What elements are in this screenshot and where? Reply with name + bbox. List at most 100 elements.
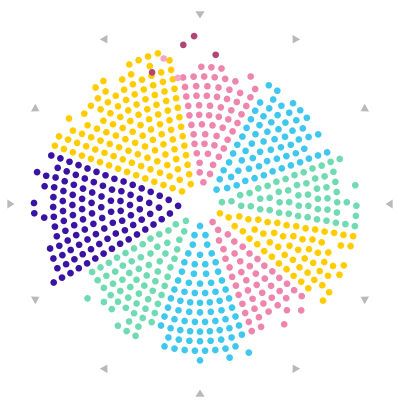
data-dot <box>163 239 171 247</box>
data-dot <box>131 91 139 98</box>
data-dot <box>207 337 214 345</box>
data-dot <box>117 207 125 215</box>
data-dot <box>274 243 282 251</box>
data-dot <box>174 165 182 173</box>
data-dot <box>125 318 133 325</box>
data-dot <box>309 165 316 172</box>
data-dot <box>196 337 204 345</box>
data-dot <box>212 288 219 296</box>
data-dot <box>217 336 225 343</box>
data-dot <box>332 178 339 186</box>
data-dot <box>292 116 300 124</box>
data-dot <box>207 279 215 287</box>
data-dot <box>254 216 262 223</box>
data-dot <box>90 220 97 228</box>
data-dot <box>78 205 86 213</box>
data-dot <box>247 202 255 210</box>
data-dot <box>150 178 158 186</box>
data-dot <box>216 297 223 305</box>
data-dot <box>238 157 246 164</box>
data-dot <box>283 306 291 314</box>
data-dot <box>249 295 256 303</box>
data-dot <box>125 269 133 277</box>
data-dot <box>186 337 193 345</box>
data-dot <box>300 145 308 153</box>
data-dot <box>236 191 244 199</box>
data-dot <box>218 65 225 72</box>
data-dot <box>129 181 137 189</box>
data-dot <box>124 107 132 114</box>
data-dot <box>173 246 181 253</box>
marker-triangle-icon <box>30 296 40 305</box>
accent-dot <box>148 69 156 76</box>
data-dot <box>166 172 173 180</box>
data-dot <box>204 82 211 90</box>
data-dot <box>323 183 330 191</box>
data-dot <box>57 155 64 162</box>
data-dot <box>201 130 209 138</box>
data-dot <box>69 201 76 209</box>
data-dot <box>222 286 229 293</box>
data-dot <box>206 298 214 306</box>
data-dot <box>50 279 58 286</box>
data-dot <box>161 343 168 350</box>
data-dot <box>87 133 95 141</box>
data-dot <box>50 255 57 262</box>
data-dot <box>109 219 117 227</box>
data-dot <box>69 191 77 199</box>
data-dot <box>91 255 99 262</box>
data-dot <box>276 287 284 295</box>
data-dot <box>244 287 252 294</box>
data-dot <box>137 253 145 261</box>
data-dot <box>144 154 151 162</box>
data-dot <box>296 106 304 114</box>
data-dot <box>147 166 154 173</box>
data-dot <box>295 202 303 210</box>
data-dot <box>295 136 303 143</box>
data-dot <box>191 140 198 148</box>
data-dot <box>333 209 341 216</box>
data-dot <box>81 226 89 233</box>
data-dot <box>291 171 298 179</box>
data-dot <box>228 197 235 205</box>
data-dot <box>195 101 203 109</box>
data-dot <box>42 172 50 180</box>
data-dot <box>101 149 108 157</box>
data-dot <box>336 271 343 279</box>
data-dot <box>340 231 347 239</box>
data-dot <box>281 133 289 141</box>
data-dot <box>157 69 165 76</box>
data-dot <box>154 268 162 275</box>
marker-triangle-icon <box>360 296 370 305</box>
data-dot <box>252 130 259 138</box>
data-dot <box>127 211 135 219</box>
data-dot <box>111 268 119 275</box>
data-dot <box>222 315 229 323</box>
data-dot <box>311 226 319 233</box>
data-dot <box>126 283 134 291</box>
data-dot <box>245 165 253 173</box>
accent-dot <box>212 51 220 59</box>
data-dot <box>195 111 203 119</box>
data-dot <box>60 187 67 195</box>
data-dot <box>154 111 162 118</box>
data-dot <box>156 169 164 177</box>
data-dot <box>206 327 214 335</box>
data-dot <box>294 246 302 254</box>
data-dot <box>290 286 298 294</box>
data-dot <box>182 93 190 100</box>
data-dot <box>193 149 201 157</box>
data-dot <box>142 305 149 313</box>
data-dot <box>181 288 188 296</box>
data-dot <box>283 265 290 273</box>
data-dot <box>273 219 281 227</box>
data-dot <box>203 92 211 100</box>
data-dot <box>323 217 330 225</box>
data-dot <box>151 309 159 317</box>
data-dot <box>219 124 227 132</box>
data-dot <box>224 116 232 123</box>
data-dot <box>146 210 154 218</box>
data-dot <box>103 128 110 136</box>
data-dot <box>176 113 183 121</box>
data-dot <box>171 145 178 153</box>
